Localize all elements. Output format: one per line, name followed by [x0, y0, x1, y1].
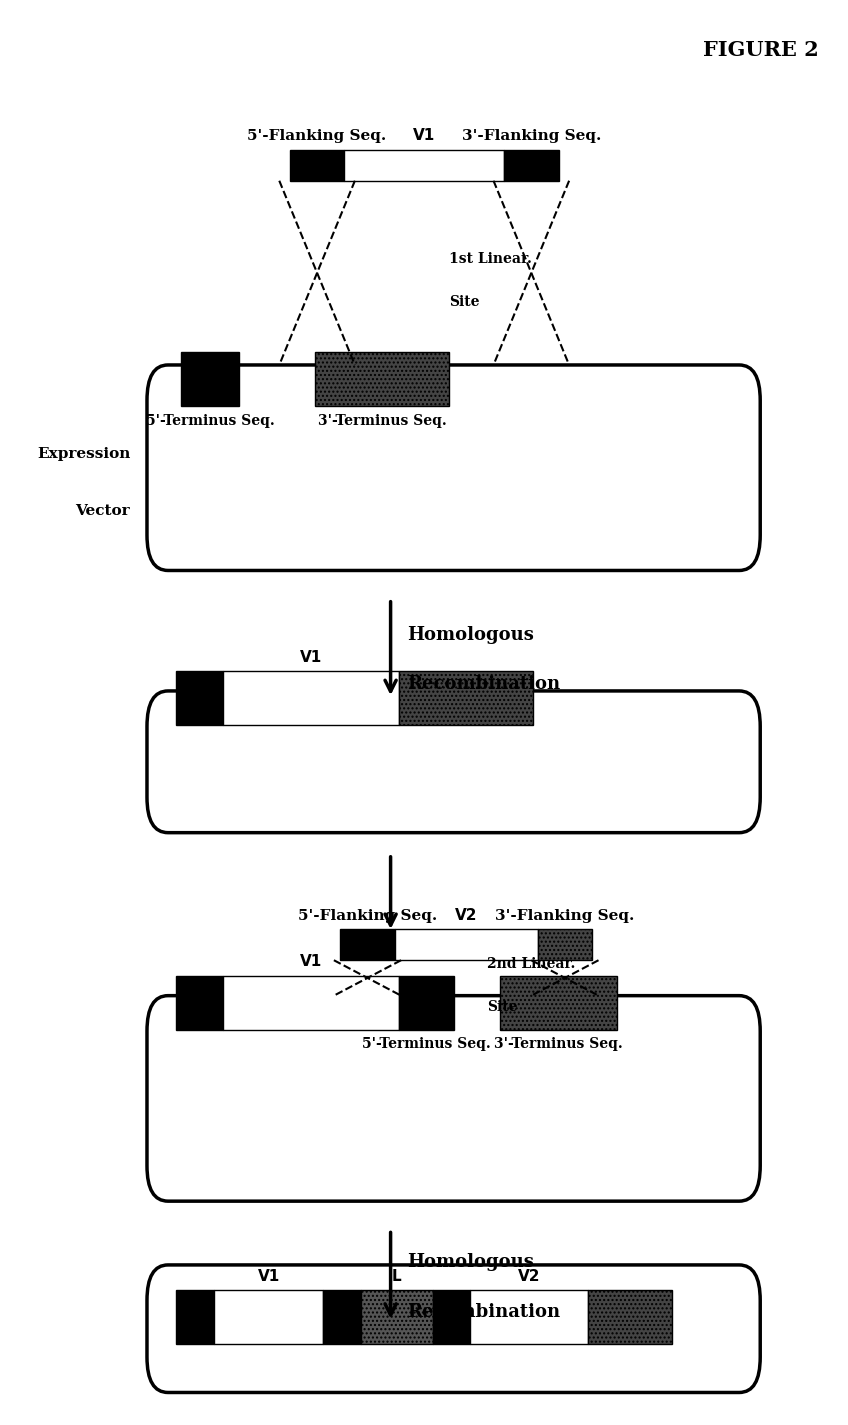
Text: V1: V1: [413, 128, 435, 142]
Bar: [432, 1291, 470, 1344]
Bar: [344, 150, 504, 181]
Text: V1: V1: [299, 650, 321, 664]
Bar: [323, 1291, 361, 1344]
Text: 5'-Terminus Seq.: 5'-Terminus Seq.: [362, 1037, 490, 1050]
Text: Homologous: Homologous: [407, 1253, 534, 1271]
Text: 5'-Terminus Seq.: 5'-Terminus Seq.: [146, 413, 274, 427]
Bar: [222, 671, 399, 725]
Bar: [470, 1291, 588, 1344]
Text: Recombination: Recombination: [407, 675, 561, 693]
Text: 5'-Flanking Seq.: 5'-Flanking Seq.: [298, 908, 437, 922]
Text: Homologous: Homologous: [407, 626, 534, 644]
FancyBboxPatch shape: [147, 365, 760, 571]
Bar: [214, 1291, 323, 1344]
Bar: [399, 671, 533, 725]
Bar: [394, 929, 538, 960]
Text: 3'-Terminus Seq.: 3'-Terminus Seq.: [318, 413, 446, 427]
Text: FIGURE 2: FIGURE 2: [703, 40, 818, 60]
Bar: [176, 1291, 214, 1344]
Bar: [176, 976, 222, 1030]
Text: L: L: [392, 1268, 401, 1284]
Text: V2: V2: [455, 908, 477, 922]
Bar: [588, 1291, 672, 1344]
Text: 2nd Linear.: 2nd Linear.: [487, 958, 575, 970]
Bar: [315, 352, 449, 406]
Bar: [504, 150, 558, 181]
FancyBboxPatch shape: [147, 1265, 760, 1392]
Text: 3'-Terminus Seq.: 3'-Terminus Seq.: [494, 1037, 622, 1050]
Bar: [399, 976, 454, 1030]
Text: V1: V1: [258, 1268, 280, 1284]
Text: Vector: Vector: [75, 503, 130, 517]
Bar: [361, 1291, 432, 1344]
Text: 3'-Flanking Seq.: 3'-Flanking Seq.: [495, 908, 634, 922]
Text: Recombination: Recombination: [407, 1302, 561, 1320]
Bar: [222, 976, 399, 1030]
Text: Site: Site: [449, 295, 480, 309]
Text: Expression: Expression: [36, 447, 130, 460]
Bar: [538, 929, 592, 960]
Bar: [176, 671, 222, 725]
FancyBboxPatch shape: [147, 691, 760, 834]
FancyBboxPatch shape: [147, 996, 760, 1201]
Text: 1st Linear.: 1st Linear.: [449, 252, 532, 266]
Bar: [340, 929, 394, 960]
Text: Site: Site: [487, 999, 517, 1013]
Bar: [290, 150, 344, 181]
Text: 3'-Flanking Seq.: 3'-Flanking Seq.: [461, 130, 600, 142]
Text: V1: V1: [299, 953, 321, 969]
Bar: [499, 976, 617, 1030]
Text: 5'-Flanking Seq.: 5'-Flanking Seq.: [248, 130, 387, 142]
Bar: [181, 352, 239, 406]
Text: V2: V2: [518, 1268, 540, 1284]
